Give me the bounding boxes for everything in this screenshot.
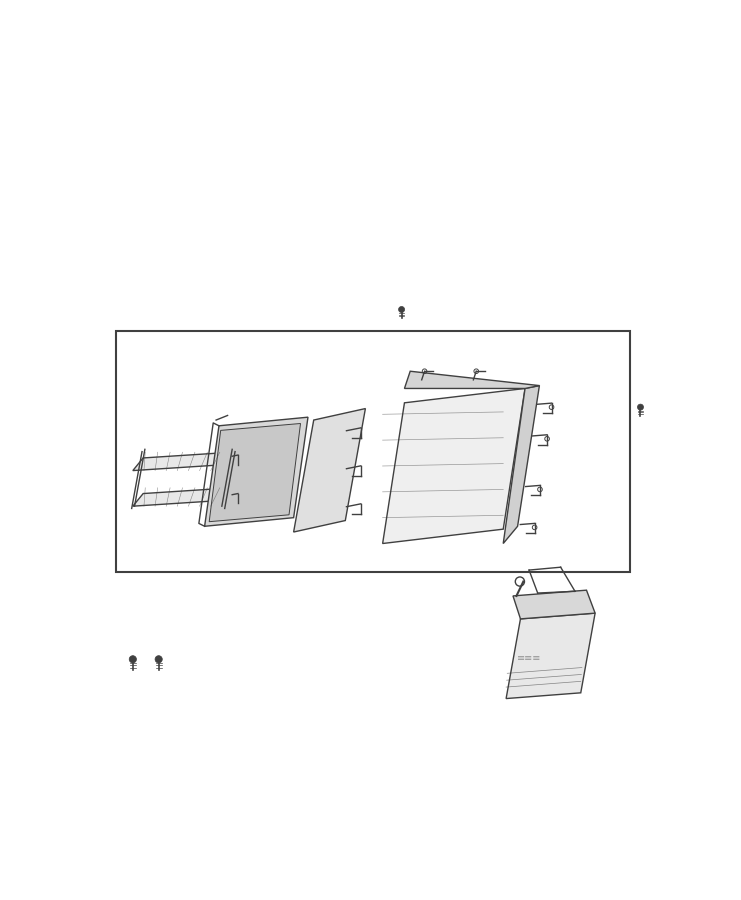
Polygon shape: [506, 613, 595, 698]
Circle shape: [637, 404, 643, 410]
Polygon shape: [133, 452, 232, 471]
Polygon shape: [209, 424, 301, 522]
Circle shape: [399, 307, 405, 312]
Text: ≡≡≡: ≡≡≡: [517, 653, 541, 663]
Polygon shape: [405, 371, 539, 389]
Circle shape: [155, 656, 162, 663]
Polygon shape: [503, 385, 539, 544]
Circle shape: [129, 656, 136, 663]
Bar: [116, 331, 630, 572]
Polygon shape: [382, 389, 525, 544]
Polygon shape: [133, 488, 232, 506]
Polygon shape: [293, 409, 365, 532]
Polygon shape: [513, 590, 595, 619]
Polygon shape: [205, 418, 308, 526]
